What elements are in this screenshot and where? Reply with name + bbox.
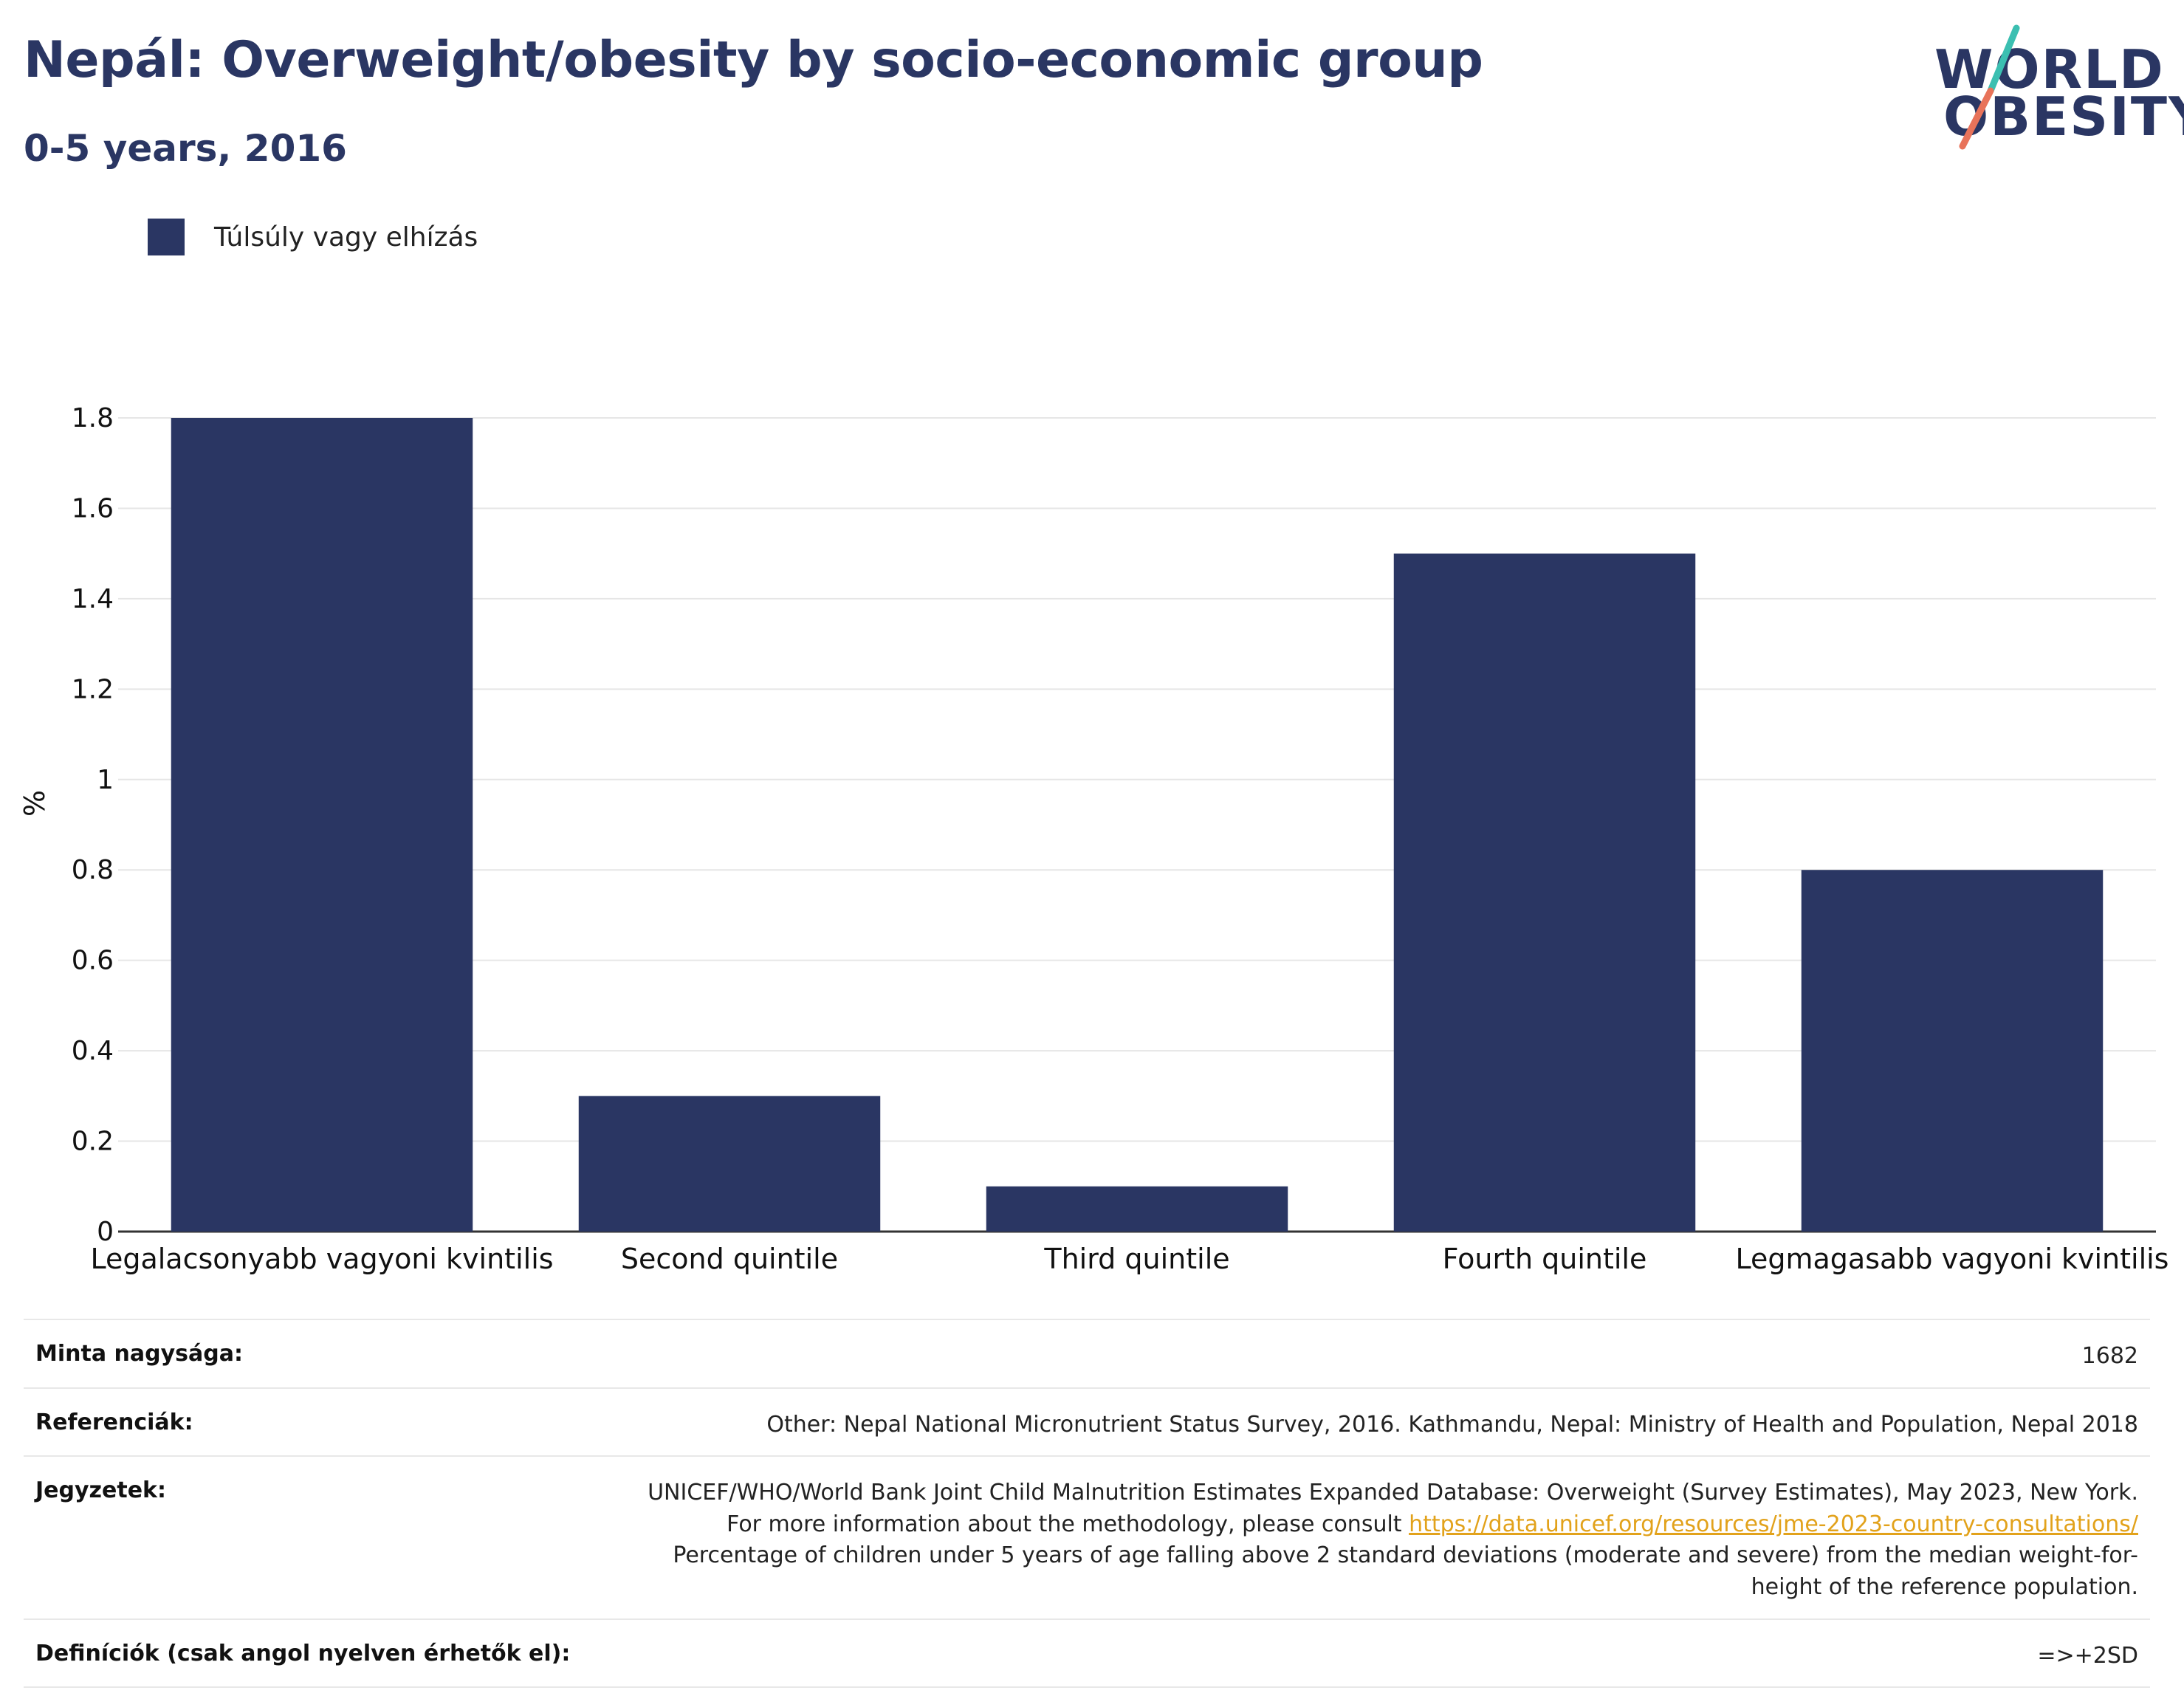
- y-tick-label: 0.6: [72, 946, 114, 976]
- chart-subtitle: 0-5 years, 2016: [24, 127, 347, 170]
- info-table: Minta nagysága: 1682 Referenciák: Other:…: [24, 1319, 2150, 1689]
- notes-value: UNICEF/WHO/World Bank Joint Child Malnut…: [625, 1477, 2138, 1603]
- notes-text: UNICEF/WHO/World Bank Joint Child Malnut…: [648, 1480, 2138, 1537]
- bar-chart: 0 0.2 0.4 0.6 0.8 1 1.2 1.4 1.6 1.8 Legalacsonyab…: [18, 403, 2168, 1275]
- y-tick-label: 1.6: [72, 493, 114, 523]
- bar: [1393, 553, 1696, 1232]
- notes-label: Jegyzetek:: [35, 1477, 166, 1504]
- y-axis-ticks: 0 0.2 0.4 0.6 0.8 1 1.2 1.4 1.6 1.8: [72, 403, 114, 1247]
- bar: [986, 1186, 1288, 1232]
- x-tick-label: Fourth quintile: [1443, 1243, 1647, 1275]
- x-tick-label: Second quintile: [621, 1243, 838, 1275]
- references-value: Other: Nepal National Micronutrient Stat…: [766, 1411, 2138, 1438]
- y-tick-label: 0: [97, 1217, 114, 1247]
- x-tick-label: Legmagasabb vagyoni kvintilis: [1736, 1243, 2169, 1275]
- methodology-link[interactable]: https://data.unicef.org/resources/jme-20…: [1409, 1511, 2138, 1537]
- legend-swatch: [148, 219, 185, 255]
- y-tick-label: 0.2: [72, 1127, 114, 1157]
- references-label: Referenciák:: [35, 1409, 193, 1435]
- world-obesity-logo: WORLD OBESITY: [1920, 21, 2184, 154]
- x-axis-ticks: Legalacsonyabb vagyoni kvintilis Second q…: [90, 1243, 2168, 1275]
- x-tick-label: Legalacsonyabb vagyoni kvintilis: [90, 1243, 553, 1275]
- sample-size-value: 1682: [2081, 1343, 2138, 1369]
- legend-label: Túlsúly vagy elhízás: [214, 222, 478, 253]
- sample-size-label: Minta nagysága:: [35, 1341, 243, 1367]
- notes-definition: Percentage of children under 5 years of …: [673, 1542, 2138, 1600]
- definitions-value: =>+2SD: [2037, 1642, 2138, 1669]
- chart-legend: Túlsúly vagy elhízás: [148, 219, 478, 255]
- definitions-row: Definíciók (csak angol nyelven érhetők e…: [24, 1618, 2150, 1689]
- y-tick-label: 1.8: [72, 403, 114, 433]
- y-tick-label: 1.4: [72, 584, 114, 614]
- bar: [1801, 870, 2104, 1232]
- chart-bars: [171, 418, 2104, 1232]
- logo-word-world: WORLD: [1934, 38, 2165, 100]
- y-axis-label: %: [18, 790, 51, 817]
- sample-size-row: Minta nagysága: 1682: [24, 1319, 2150, 1387]
- logo-slash-icon: [1959, 24, 2020, 150]
- definitions-label: Definíciók (csak angol nyelven érhetők e…: [35, 1640, 571, 1666]
- y-tick-label: 0.8: [72, 855, 114, 885]
- bar: [171, 418, 473, 1232]
- bar: [578, 1096, 881, 1232]
- notes-row: Jegyzetek: UNICEF/WHO/World Bank Joint C…: [24, 1455, 2150, 1618]
- chart-title: Nepál: Overweight/obesity by socio-econo…: [24, 31, 1483, 89]
- y-tick-label: 0.4: [72, 1036, 114, 1066]
- y-tick-label: 1.2: [72, 674, 114, 704]
- x-tick-label: Third quintile: [1043, 1243, 1229, 1275]
- y-tick-label: 1: [97, 765, 114, 795]
- references-row: Referenciák: Other: Nepal National Micro…: [24, 1387, 2150, 1456]
